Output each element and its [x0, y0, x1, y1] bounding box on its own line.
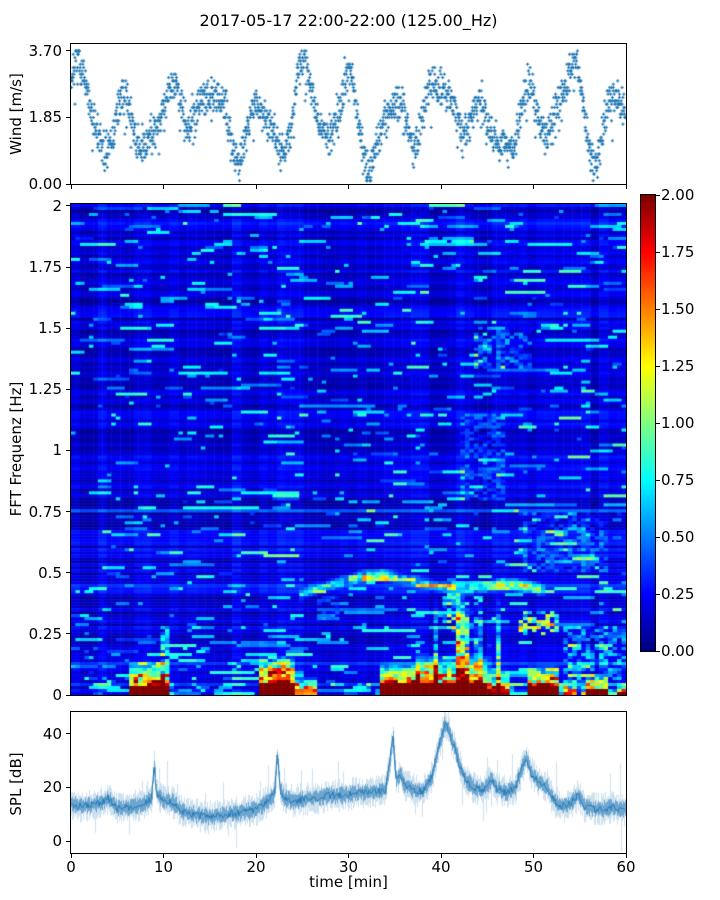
- spectrogram-y-tick: [66, 327, 70, 329]
- spectrogram-y-tick: [66, 633, 70, 635]
- wind-x-tick: [255, 185, 257, 189]
- colorbar-tick: [656, 536, 660, 538]
- spectrogram-y-tick-label: 0.25: [28, 624, 62, 643]
- wind-x-tick: [70, 185, 72, 189]
- spl-x-tick-label: 20: [246, 858, 266, 876]
- spl-x-tick-label: 40: [431, 858, 451, 876]
- wind-y-tick-label: 3.70: [28, 41, 62, 60]
- colorbar-tick: [656, 650, 660, 652]
- spl-y-tick-label: 0: [52, 832, 62, 851]
- spl-x-tick-label: 50: [523, 858, 544, 876]
- spectrogram-y-tick: [66, 266, 70, 268]
- colorbar-tick-label: 1.25: [661, 357, 695, 375]
- spectrogram-y-tick: [66, 388, 70, 390]
- colorbar-tick: [656, 308, 660, 310]
- spl-x-tick-label: 60: [616, 858, 636, 876]
- wind-x-tick: [533, 185, 534, 189]
- spectrogram-y-tick: [66, 205, 70, 207]
- spl-x-tick: [255, 854, 257, 858]
- spectrogram-y-tick: [66, 511, 70, 513]
- spl-x-tick: [625, 854, 627, 858]
- colorbar-tick: [656, 194, 660, 196]
- spectrogram-y-tick: [66, 572, 70, 574]
- spl-y-tick: [66, 840, 70, 842]
- colorbar-tick: [656, 479, 660, 481]
- spectrogram-y-tick-label: 0: [52, 686, 62, 704]
- spl-y-tick-label: 20: [42, 778, 62, 797]
- spl-x-tick: [163, 854, 164, 858]
- colorbar-tick-label: 0.25: [661, 585, 695, 603]
- spectrogram-y-tick-label: 1.75: [28, 258, 62, 277]
- wind-y-tick: [66, 183, 70, 185]
- wind-y-tick: [66, 50, 70, 52]
- spl-y-tick-label: 40: [42, 724, 62, 743]
- figure-title: 2017-05-17 22:00-22:00 (125.00_Hz): [199, 11, 498, 30]
- wind-x-tick: [440, 185, 442, 189]
- colorbar-gradient-canvas: [641, 195, 655, 651]
- colorbar-tick-label: 0.50: [661, 528, 695, 546]
- wind-x-tick: [163, 185, 164, 189]
- spectrogram-y-tick: [66, 694, 70, 696]
- colorbar-tick-label: 1.75: [661, 243, 695, 261]
- spl-x-tick: [348, 854, 349, 858]
- spectrogram-y-tick-label: 1: [52, 441, 62, 460]
- spectrogram-heatmap-canvas: [71, 204, 626, 695]
- spectrogram-y-tick-label: 1.25: [28, 380, 62, 399]
- wind-y-tick: [66, 116, 70, 118]
- colorbar-tick-label: 1.00: [661, 414, 695, 432]
- wind-scatter-canvas: [71, 44, 626, 184]
- spl-x-tick: [440, 854, 442, 858]
- wind-y-tick-label: 1.85: [28, 108, 62, 127]
- colorbar-tick: [656, 593, 660, 595]
- spl-y-tick: [66, 733, 70, 735]
- colorbar-tick-label: 0.75: [661, 471, 695, 489]
- spl-x-tick-label: 10: [153, 858, 174, 876]
- colorbar-tick: [656, 422, 660, 424]
- spectrogram-y-tick: [66, 449, 70, 451]
- spl-x-tick: [70, 854, 72, 858]
- colorbar-tick: [656, 365, 660, 367]
- colorbar-tick: [656, 251, 660, 253]
- spectrogram-y-tick-label: 2: [52, 196, 62, 215]
- time-x-axis-label: time [min]: [309, 873, 388, 891]
- spl-x-tick-label: 0: [66, 858, 76, 876]
- colorbar-tick-label: 1.50: [661, 300, 695, 318]
- spectrogram-y-tick-label: 0.75: [28, 502, 62, 521]
- spl-x-tick: [533, 854, 534, 858]
- spl-line-canvas: [71, 712, 626, 853]
- wind-x-tick: [348, 185, 349, 189]
- spectrogram-y-tick-label: 1.5: [38, 319, 62, 338]
- spl-x-tick-label: 30: [338, 858, 359, 876]
- spl-y-tick: [66, 786, 70, 788]
- wind-x-tick: [625, 185, 627, 189]
- wind-y-tick-label: 0.00: [28, 175, 62, 193]
- colorbar-tick-label: 2.00: [661, 186, 695, 204]
- colorbar-tick-label: 0.00: [661, 642, 695, 660]
- spectrogram-y-tick-label: 0.5: [38, 563, 62, 582]
